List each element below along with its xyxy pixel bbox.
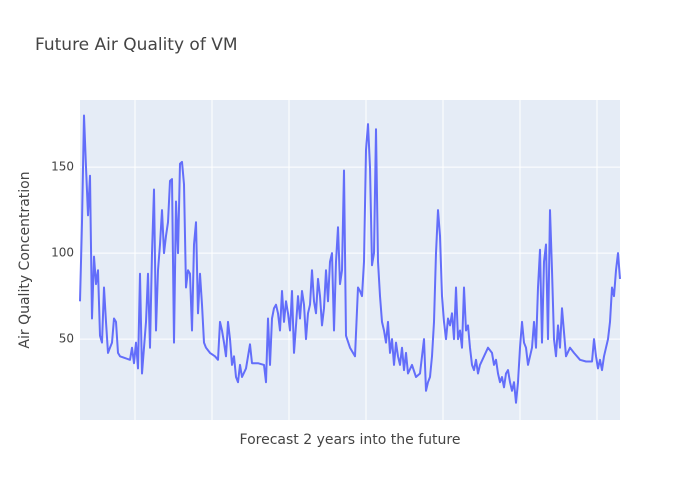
plot-area (80, 100, 620, 420)
y-tick-label: 100 (51, 246, 74, 260)
y-axis-title: Air Quality Concentration (17, 171, 33, 348)
y-tick-label: 150 (51, 160, 74, 174)
y-tick-label: 50 (59, 332, 74, 346)
x-axis-title: Forecast 2 years into the future (240, 432, 461, 448)
line-series (79, 114, 621, 404)
chart-title: Future Air Quality of VM (35, 35, 238, 55)
